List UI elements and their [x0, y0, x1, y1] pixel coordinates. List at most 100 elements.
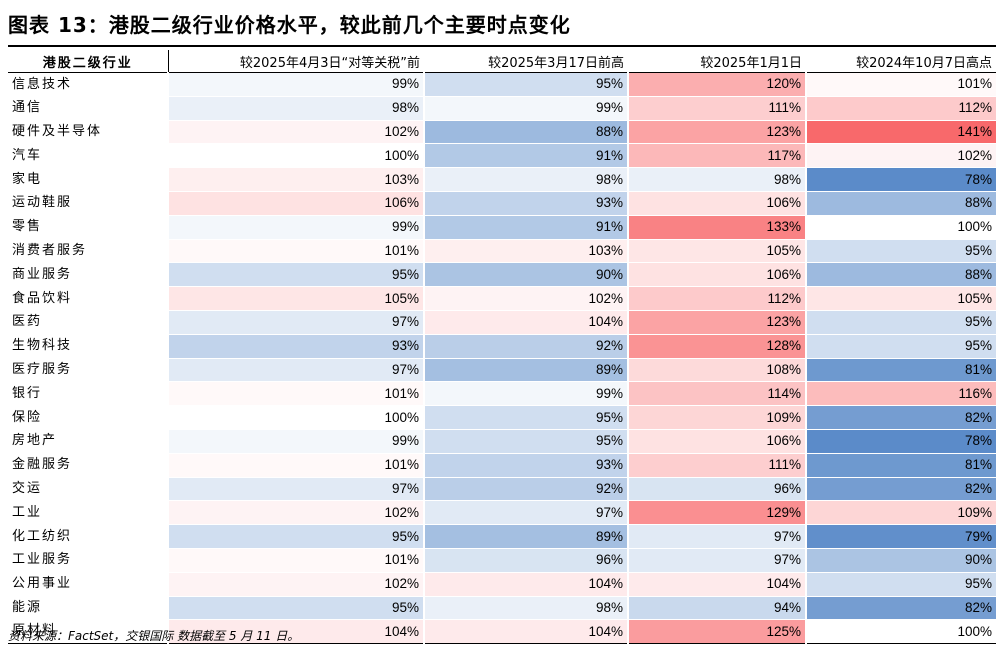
- heat-cell: 95%: [167, 524, 424, 549]
- table-row: 信息技术 99% 95% 120% 101%: [8, 72, 996, 97]
- heat-cell: 97%: [167, 358, 424, 383]
- heat-cell: 101%: [167, 239, 424, 264]
- heat-cell: 94%: [627, 596, 806, 621]
- heat-cell: 105%: [167, 286, 424, 311]
- heat-cell: 91%: [423, 143, 628, 169]
- chart-title: 图表 13：港股二级行业价格水平，较此前几个主要时点变化: [8, 13, 571, 37]
- heat-cell: 112%: [805, 96, 996, 121]
- row-label: 食品饮料: [8, 286, 169, 311]
- heat-cell: 82%: [805, 596, 996, 621]
- heat-cell: 93%: [423, 191, 628, 216]
- heat-cell: 111%: [627, 453, 806, 478]
- heat-cell: 98%: [423, 596, 628, 621]
- row-label: 保险: [8, 405, 169, 430]
- heat-cell: 133%: [627, 215, 806, 240]
- row-label: 化工纺织: [8, 524, 169, 549]
- heat-cell: 95%: [167, 262, 424, 288]
- table-row: 生物科技 93% 92% 128% 95%: [8, 334, 996, 359]
- header-col-2: 较2025年3月17日前高: [424, 50, 628, 73]
- row-label: 通信: [8, 96, 169, 121]
- heat-cell: 95%: [805, 572, 996, 597]
- heat-cell: 104%: [627, 572, 806, 597]
- table-row: 医药 97% 104% 123% 95%: [8, 310, 996, 335]
- row-label: 金融服务: [8, 453, 169, 478]
- table-row: 运动鞋服 106% 93% 106% 88%: [8, 191, 996, 216]
- table-row: 家电 103% 98% 98% 78%: [8, 167, 996, 192]
- header-col-1: 较2025年4月3日“对等关税”前: [168, 50, 424, 73]
- heat-cell: 97%: [627, 548, 806, 573]
- heat-cell: 100%: [805, 215, 996, 240]
- heat-cell: 128%: [627, 334, 806, 359]
- heat-cell: 92%: [423, 477, 628, 502]
- heat-cell: 104%: [423, 572, 628, 597]
- heat-cell: 99%: [167, 72, 424, 97]
- table-row: 工业服务 101% 96% 97% 90%: [8, 548, 996, 573]
- row-label: 商业服务: [8, 262, 169, 287]
- heat-cell: 99%: [167, 215, 424, 240]
- heat-cell: 101%: [805, 72, 996, 97]
- heat-cell: 98%: [423, 167, 628, 192]
- heat-cell: 81%: [805, 358, 996, 383]
- heat-cell: 78%: [805, 167, 996, 192]
- row-label: 能源: [8, 596, 169, 620]
- heat-cell: 120%: [627, 72, 806, 97]
- heat-cell: 97%: [627, 524, 806, 549]
- heat-cell: 106%: [627, 429, 806, 454]
- heat-cell: 100%: [167, 405, 424, 430]
- heat-cell: 96%: [627, 477, 806, 502]
- heat-cell: 123%: [627, 310, 806, 335]
- heat-cell: 97%: [167, 477, 424, 502]
- heat-cell: 88%: [805, 262, 996, 288]
- table-row: 银行 101% 99% 114% 116%: [8, 381, 996, 407]
- table-row: 医疗服务 97% 89% 108% 81%: [8, 358, 996, 383]
- heat-cell: 104%: [423, 310, 628, 335]
- heat-cell: 96%: [423, 548, 628, 573]
- header-col-4: 较2024年10月7日高点: [806, 50, 996, 73]
- heat-cell: 82%: [805, 477, 996, 502]
- heat-cell: 101%: [167, 453, 424, 478]
- header-row: 港股二级行业 较2025年4月3日“对等关税”前 较2025年3月17日前高 较202…: [8, 50, 996, 73]
- heat-cell: 102%: [167, 120, 424, 145]
- heat-cell: 93%: [423, 453, 628, 478]
- row-label: 工业服务: [8, 548, 169, 573]
- table-row: 食品饮料 105% 102% 112% 105%: [8, 286, 996, 311]
- heat-cell: 102%: [805, 143, 996, 169]
- heat-cell: 95%: [805, 334, 996, 359]
- heat-cell: 90%: [423, 262, 628, 288]
- table-row: 消费者服务 101% 103% 105% 95%: [8, 239, 996, 264]
- heat-cell: 90%: [805, 548, 996, 573]
- heat-cell: 105%: [627, 239, 806, 264]
- heat-cell: 89%: [423, 358, 628, 383]
- row-label: 房地产: [8, 429, 169, 454]
- heat-cell: 114%: [627, 381, 806, 407]
- table-row: 能源 95% 98% 94% 82%: [8, 596, 996, 621]
- heat-cell: 100%: [805, 619, 996, 645]
- heat-cell: 103%: [167, 167, 424, 192]
- table-row: 汽车 100% 91% 117% 102%: [8, 143, 996, 169]
- heat-cell: 101%: [167, 548, 424, 573]
- heat-cell: 101%: [167, 381, 424, 407]
- row-label: 硬件及半导体: [8, 120, 169, 144]
- heat-cell: 106%: [167, 191, 424, 216]
- heat-cell: 82%: [805, 405, 996, 430]
- heat-cell: 102%: [167, 500, 424, 526]
- title-rule: [8, 45, 996, 47]
- heat-cell: 95%: [423, 72, 628, 97]
- row-label: 医疗服务: [8, 358, 169, 382]
- heat-cell: 105%: [805, 286, 996, 311]
- heat-cell: 91%: [423, 215, 628, 240]
- heat-cell: 125%: [627, 619, 806, 645]
- heat-cell: 129%: [627, 500, 806, 526]
- heat-cell: 102%: [423, 286, 628, 311]
- heat-cell: 123%: [627, 120, 806, 145]
- heat-cell: 95%: [423, 429, 628, 454]
- table-header: 港股二级行业 较2025年4月3日“对等关税”前 较2025年3月17日前高 较202…: [8, 50, 996, 73]
- table-row: 保险 100% 95% 109% 82%: [8, 405, 996, 430]
- table-row: 房地产 99% 95% 106% 78%: [8, 429, 996, 454]
- row-label: 医药: [8, 310, 169, 335]
- table-row: 商业服务 95% 90% 106% 88%: [8, 262, 996, 288]
- row-label: 原材料: [8, 619, 169, 645]
- table-body: 信息技术 99% 95% 120% 101% 通信 98% 99% 111% 112% 硬件及半导体…: [8, 72, 996, 645]
- heat-cell: 95%: [423, 405, 628, 430]
- row-label: 生物科技: [8, 334, 169, 359]
